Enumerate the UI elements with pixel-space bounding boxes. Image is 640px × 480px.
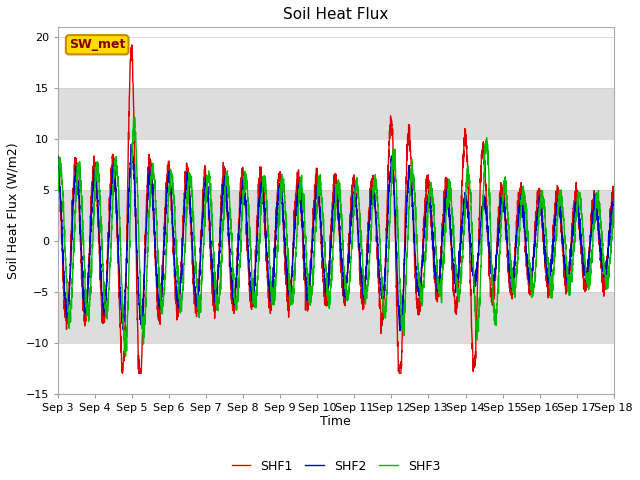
Title: Soil Heat Flux: Soil Heat Flux bbox=[283, 7, 388, 22]
SHF3 bbox=[610, 204, 618, 209]
SHF1 bbox=[610, 193, 618, 199]
SHF1 bbox=[118, 371, 126, 376]
SHF3 bbox=[54, 183, 61, 189]
SHF3 bbox=[173, 273, 181, 279]
SHF1 bbox=[400, 258, 408, 264]
X-axis label: Time: Time bbox=[321, 415, 351, 429]
SHF3 bbox=[209, 248, 217, 254]
SHF1 bbox=[128, 42, 136, 48]
SHF2 bbox=[400, 271, 408, 276]
SHF3 bbox=[131, 114, 138, 120]
SHF3 bbox=[610, 212, 618, 217]
SHF1 bbox=[610, 188, 618, 193]
SHF1 bbox=[209, 301, 217, 307]
Text: SW_met: SW_met bbox=[69, 38, 125, 51]
SHF3 bbox=[400, 333, 408, 338]
SHF3 bbox=[390, 167, 398, 173]
Bar bbox=[58, 292, 614, 343]
SHF2 bbox=[390, 192, 398, 197]
SHF2 bbox=[396, 328, 404, 334]
SHF1 bbox=[54, 160, 61, 166]
SHF3 bbox=[557, 187, 565, 193]
SHF2 bbox=[557, 220, 565, 226]
SHF3 bbox=[122, 353, 129, 359]
SHF1 bbox=[173, 302, 181, 308]
SHF2 bbox=[127, 142, 135, 147]
SHF2 bbox=[610, 212, 618, 218]
Line: SHF1: SHF1 bbox=[58, 45, 614, 373]
SHF1 bbox=[557, 226, 565, 231]
Bar bbox=[58, 88, 614, 139]
Y-axis label: Soil Heat Flux (W/m2): Soil Heat Flux (W/m2) bbox=[7, 142, 20, 279]
SHF2 bbox=[610, 206, 618, 212]
Line: SHF3: SHF3 bbox=[58, 117, 614, 356]
Bar bbox=[58, 190, 614, 241]
SHF1 bbox=[390, 192, 398, 198]
Line: SHF2: SHF2 bbox=[58, 144, 614, 331]
SHF2 bbox=[173, 297, 181, 303]
Legend: SHF1, SHF2, SHF3: SHF1, SHF2, SHF3 bbox=[227, 455, 445, 478]
SHF2 bbox=[209, 283, 217, 288]
SHF2 bbox=[54, 153, 61, 159]
